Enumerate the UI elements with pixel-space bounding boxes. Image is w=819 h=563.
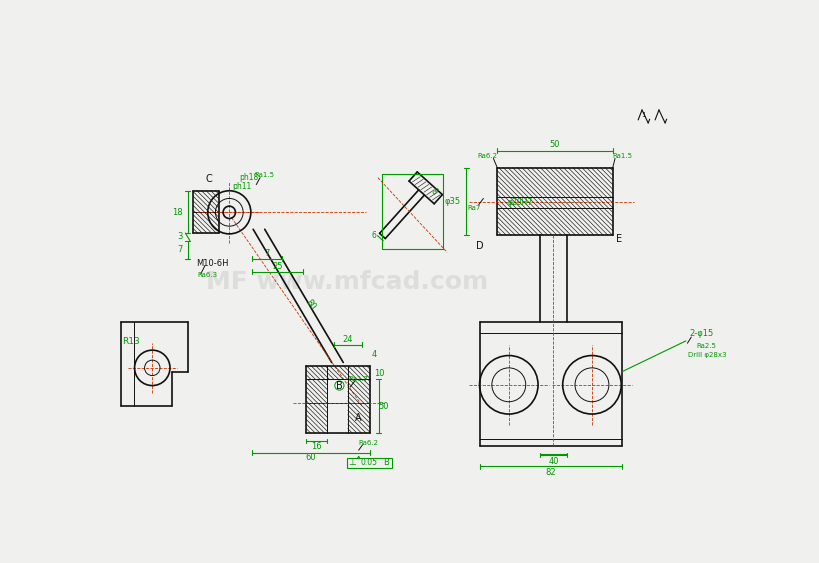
Text: 50: 50 [549,140,559,149]
Text: 7: 7 [177,245,182,254]
Text: Ra1.5: Ra1.5 [612,153,632,159]
Text: ph18: ph18 [239,173,259,182]
Text: R13: R13 [122,337,139,346]
Text: 80: 80 [303,298,317,312]
Text: Ra1.7: Ra1.7 [348,377,369,382]
Text: 82: 82 [545,468,556,477]
Text: 10: 10 [373,369,384,378]
Text: 50: 50 [378,402,389,411]
Text: 60: 60 [305,453,316,462]
Text: φ20H7: φ20H7 [507,198,532,207]
Text: M10-6H: M10-6H [196,260,229,269]
Text: B: B [383,458,389,467]
Text: Ra6.2: Ra6.2 [477,153,496,159]
Text: 2-φ15: 2-φ15 [689,329,713,338]
Text: A: A [355,413,361,423]
Text: 3: 3 [177,233,182,242]
Text: Ra2.5: Ra2.5 [695,343,715,349]
Text: 8: 8 [429,186,438,196]
Text: MF www.mfcad.com: MF www.mfcad.com [206,270,487,294]
Text: 6: 6 [371,231,376,240]
Text: 40: 40 [548,457,558,466]
Text: 0.05: 0.05 [360,458,377,467]
Text: Ra1.5: Ra1.5 [255,172,274,178]
Text: ⊥: ⊥ [347,458,355,467]
Text: Ra7: Ra7 [467,205,480,211]
Text: 24: 24 [342,335,353,344]
Text: 25: 25 [272,262,283,271]
Text: 7: 7 [264,249,269,258]
Text: 4: 4 [371,350,376,359]
Text: 1: 1 [640,112,645,118]
Text: 18: 18 [171,208,182,217]
Text: Drill φ28x3: Drill φ28x3 [687,352,726,358]
Text: φ35: φ35 [445,197,460,206]
Text: Ra6.2: Ra6.2 [357,440,378,446]
Text: 16: 16 [310,442,321,451]
Text: Ra6.3: Ra6.3 [197,272,217,279]
Text: D: D [475,241,482,251]
Bar [346,458,391,468]
Text: ph11: ph11 [232,182,251,191]
Text: B: B [336,381,342,391]
Text: C: C [205,174,211,184]
Text: E: E [615,234,622,244]
